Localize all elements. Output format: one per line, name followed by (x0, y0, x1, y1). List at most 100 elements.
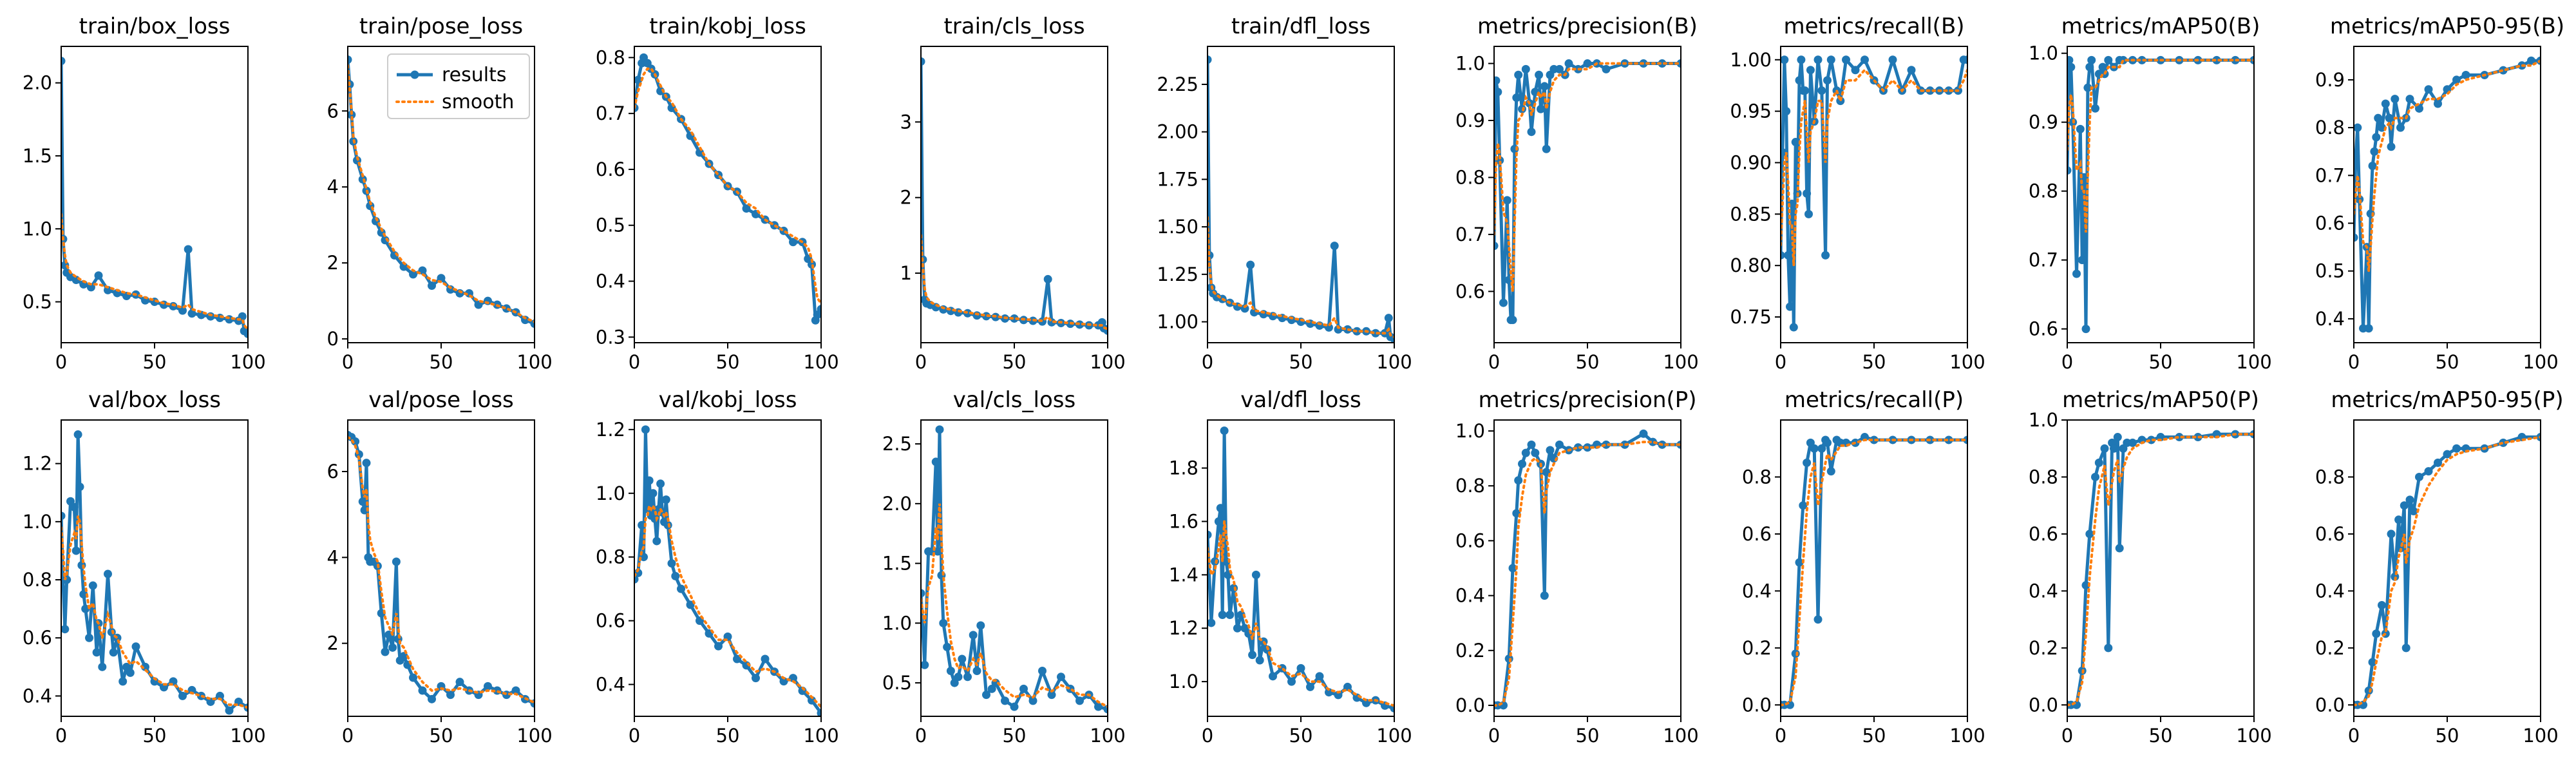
results-point (641, 425, 650, 434)
plot-area (634, 53, 821, 325)
results-point (2083, 83, 2092, 92)
x-tick-label: 100 (230, 351, 265, 373)
y-tick-label: 1.0 (23, 218, 52, 240)
y-tick-label: 2.0 (23, 72, 52, 94)
results-point (243, 329, 248, 338)
x-tick-label: 0 (1202, 351, 1213, 373)
results-point (2424, 85, 2433, 94)
y-tick-label: 1.0 (1455, 420, 1485, 442)
y-tick-label: 0.4 (596, 674, 625, 696)
smooth-line (348, 435, 535, 704)
results-point (1823, 438, 1832, 447)
y-tick-label: 6 (327, 461, 339, 482)
results-point (1795, 76, 1804, 85)
results-point (104, 285, 112, 294)
results-point (1826, 467, 1835, 476)
results-point (1944, 86, 1953, 95)
smooth-line (61, 515, 248, 709)
smooth-line (1208, 216, 1394, 339)
results-point (972, 667, 981, 676)
results-point (2368, 161, 2377, 170)
results-point (169, 301, 178, 310)
subplot-title: metrics/precision(B) (1477, 14, 1698, 39)
results-line (2354, 435, 2541, 707)
subplot: metrics/mAP50-95(P) 0 50 100 0.0 0.2 0.4 0.6 0.8 (2315, 387, 2564, 747)
y-tick-label: 1.0 (2029, 43, 2058, 64)
smooth-line (634, 67, 821, 305)
results-point (2081, 325, 2090, 334)
y-tick-label: 2 (900, 187, 912, 209)
results-point (88, 581, 97, 590)
results-point (2212, 55, 2221, 64)
results-point (2098, 62, 2107, 72)
plot-area (921, 57, 1108, 335)
plot-frame (634, 419, 822, 717)
x-tick-label: 0 (629, 351, 640, 373)
results-point (1781, 55, 1789, 64)
subplot: val/kobj_loss 0 50 100 0.4 0.6 0.8 1.0 1.2 (596, 387, 839, 747)
results-point (2381, 99, 2390, 108)
results-point (1963, 55, 1967, 64)
y-tick-label: 0.4 (2315, 308, 2345, 330)
results-point (817, 709, 821, 716)
results-point (1842, 55, 1850, 64)
results-point (126, 668, 135, 677)
results-point (2364, 686, 2373, 695)
results-point (2147, 435, 2155, 444)
x-tick-label: 50 (143, 725, 167, 747)
results-point (939, 305, 948, 314)
x-tick-label: 100 (1949, 351, 1985, 373)
subplot: train/pose_loss 0 50 100 0 2 4 6 results smooth (327, 14, 553, 373)
results-point (446, 691, 455, 700)
results-point (2391, 95, 2400, 104)
results-point (131, 642, 140, 651)
x-tick-label: 100 (1949, 725, 1985, 747)
results-point (409, 270, 417, 279)
x-tick-label: 0 (2348, 725, 2360, 747)
results-point (1555, 440, 1564, 449)
results-point (1639, 429, 1648, 438)
y-tick-label: 1.5 (23, 145, 52, 167)
smooth-line (1781, 68, 1967, 266)
y-tick-label: 0.5 (23, 291, 52, 313)
results-point (1001, 696, 1009, 705)
results-point (1810, 444, 1819, 453)
x-tick-label: 0 (55, 725, 67, 747)
results-point (392, 557, 401, 566)
results-point (761, 654, 770, 663)
y-tick-label: 2.0 (882, 493, 912, 515)
y-tick-label: 0.8 (2029, 180, 2058, 202)
x-tick-label: 50 (2149, 725, 2173, 747)
results-point (86, 283, 95, 292)
results-point (2104, 644, 2113, 653)
results-point (2085, 530, 2094, 539)
plot-area (1494, 59, 1681, 325)
results-point (1010, 702, 1019, 711)
results-point (2461, 71, 2470, 80)
results-point (70, 502, 79, 511)
plot-frame (61, 419, 249, 717)
results-point (1514, 70, 1523, 79)
results-point (1658, 59, 1667, 68)
x-tick-label: 0 (1775, 351, 1786, 373)
y-tick-label: 1.0 (1169, 671, 1198, 692)
results-point (1047, 691, 1056, 700)
y-tick-label: 3 (900, 111, 912, 133)
x-tick-label: 50 (1576, 725, 1600, 747)
results-point (1870, 435, 1879, 444)
y-tick-label: 0.8 (596, 46, 625, 68)
results-point (75, 482, 84, 491)
y-tick-label: 1.50 (1157, 216, 1198, 238)
y-tick-label: 0.9 (1455, 110, 1485, 131)
x-tick-label: 0 (915, 725, 927, 747)
results-point (388, 643, 397, 652)
results-point (1094, 702, 1103, 711)
y-tick-label: 2.00 (1157, 121, 1198, 143)
results-point (1555, 64, 1564, 73)
subplot-title: metrics/recall(P) (1785, 387, 1964, 413)
results-point (2249, 55, 2254, 64)
results-point (921, 57, 925, 66)
y-tick-label: 0.80 (1730, 254, 1772, 276)
subplot: val/box_loss 0 50 100 0.4 0.6 0.8 1.0 1.2 (23, 387, 266, 747)
